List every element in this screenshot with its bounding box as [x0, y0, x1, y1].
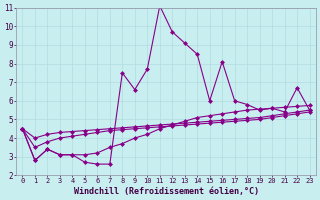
X-axis label: Windchill (Refroidissement éolien,°C): Windchill (Refroidissement éolien,°C): [74, 187, 259, 196]
